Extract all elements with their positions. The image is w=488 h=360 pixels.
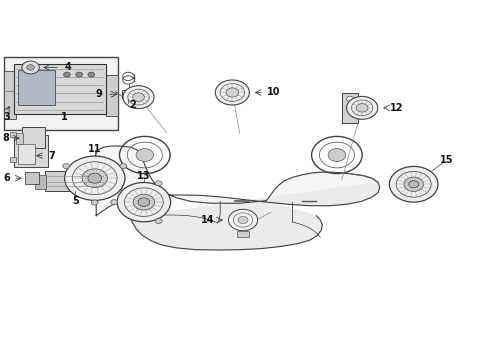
Circle shape <box>62 163 69 168</box>
Bar <box>10 132 16 137</box>
Bar <box>16 133 23 144</box>
Circle shape <box>64 156 124 201</box>
Circle shape <box>22 61 39 74</box>
Circle shape <box>346 96 377 119</box>
Circle shape <box>356 104 367 112</box>
Text: 15: 15 <box>439 155 452 165</box>
Bar <box>341 93 358 123</box>
Bar <box>22 127 45 148</box>
Text: 14: 14 <box>201 215 214 225</box>
Circle shape <box>155 219 162 224</box>
Circle shape <box>215 80 249 105</box>
Text: 7: 7 <box>48 151 55 161</box>
Text: 1: 1 <box>61 112 68 122</box>
Circle shape <box>346 96 353 102</box>
Bar <box>106 75 118 116</box>
Bar <box>14 64 106 114</box>
Text: 8: 8 <box>3 133 10 143</box>
Circle shape <box>403 177 423 192</box>
Circle shape <box>76 72 82 77</box>
Bar <box>14 135 47 167</box>
Circle shape <box>133 194 154 210</box>
Polygon shape <box>95 146 379 216</box>
Circle shape <box>88 173 102 183</box>
Bar <box>19 70 55 105</box>
Bar <box>10 157 16 162</box>
Text: 3: 3 <box>3 112 10 122</box>
Circle shape <box>91 200 98 205</box>
Polygon shape <box>130 183 379 250</box>
Circle shape <box>388 166 437 202</box>
Bar <box>19 144 35 164</box>
Circle shape <box>122 86 154 109</box>
Circle shape <box>88 72 95 77</box>
Circle shape <box>132 93 144 102</box>
Circle shape <box>82 169 107 188</box>
Circle shape <box>138 198 149 206</box>
Text: 13: 13 <box>137 171 150 181</box>
Text: 9: 9 <box>95 89 102 99</box>
Bar <box>35 175 46 189</box>
Bar <box>4 57 118 130</box>
Circle shape <box>136 149 153 161</box>
Circle shape <box>120 163 126 168</box>
Text: 12: 12 <box>388 103 402 113</box>
Bar <box>4 71 16 119</box>
Text: 2: 2 <box>129 100 136 110</box>
Circle shape <box>225 88 238 97</box>
Bar <box>122 90 133 98</box>
Text: 4: 4 <box>64 63 71 72</box>
Bar <box>45 171 103 191</box>
Circle shape <box>117 183 170 222</box>
Text: 5: 5 <box>72 197 79 206</box>
Circle shape <box>238 216 247 224</box>
Circle shape <box>63 72 70 77</box>
Bar <box>25 172 39 184</box>
Text: 11: 11 <box>88 144 102 154</box>
Circle shape <box>228 209 257 231</box>
Bar <box>237 231 248 237</box>
Circle shape <box>327 149 345 161</box>
Circle shape <box>111 200 117 204</box>
Circle shape <box>408 181 418 188</box>
Text: 6: 6 <box>4 173 11 183</box>
Circle shape <box>155 181 162 186</box>
Circle shape <box>27 64 34 70</box>
Text: 10: 10 <box>266 87 280 98</box>
